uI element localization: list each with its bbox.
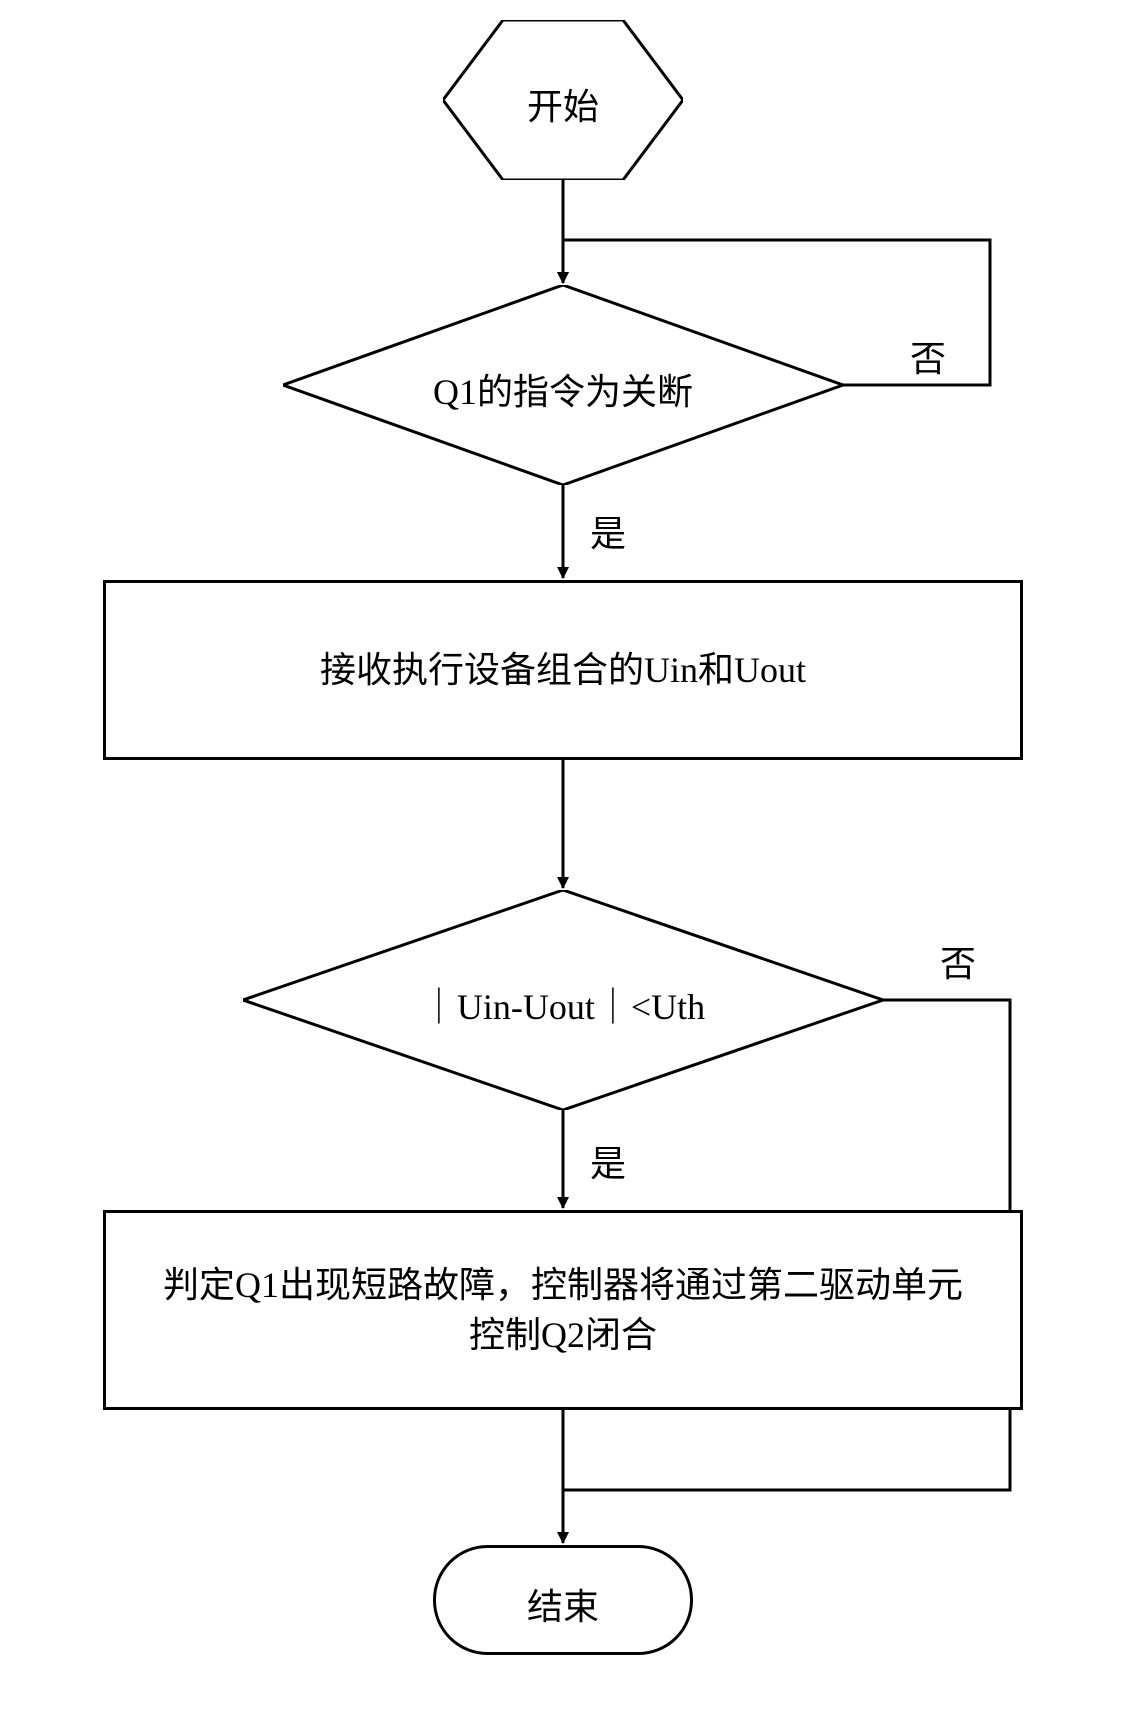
decision2-label: ｜Uin-Uout｜<Uth — [243, 978, 883, 1030]
decision2-no-label: 否 — [940, 935, 976, 987]
process2-label: 判定Q1出现短路故障，控制器将通过第二驱动单元控制Q2闭合 — [146, 1260, 980, 1361]
flowchart-container: 开始 Q1的指令为关断 接收执行设备组合的Uin和Uout ｜Uin-Uout｜… — [0, 0, 1126, 1736]
decision1-no-label: 否 — [910, 330, 946, 382]
decision1-label: Q1的指令为关断 — [283, 363, 843, 415]
decision2-yes-label: 是 — [590, 1135, 626, 1187]
end-label: 结束 — [433, 1578, 693, 1630]
process1-label: 接收执行设备组合的Uin和Uout — [320, 645, 806, 695]
process2-node: 判定Q1出现短路故障，控制器将通过第二驱动单元控制Q2闭合 — [103, 1210, 1023, 1410]
start-label: 开始 — [443, 78, 683, 130]
connectors-svg — [0, 0, 1126, 1736]
process1-node: 接收执行设备组合的Uin和Uout — [103, 580, 1023, 760]
decision1-yes-label: 是 — [590, 505, 626, 557]
